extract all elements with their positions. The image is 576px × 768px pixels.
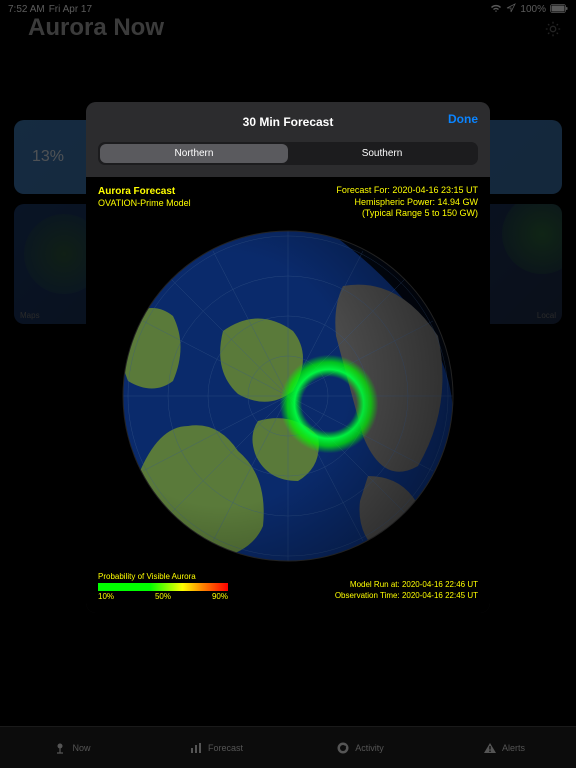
alert-icon <box>483 741 497 755</box>
tab-alerts[interactable]: Alerts <box>432 727 576 768</box>
bars-icon <box>189 741 203 755</box>
prob-50: 50% <box>155 592 171 601</box>
aurora-globe <box>118 226 458 566</box>
typical-range: (Typical Range 5 to 150 GW) <box>336 208 478 220</box>
gauge-icon <box>336 741 350 755</box>
globe-subtitle: OVATION-Prime Model <box>98 198 191 210</box>
model-run: Model Run at: 2020-04-16 22:46 UT <box>335 580 478 590</box>
probability-colorbar <box>98 583 228 591</box>
tab-label: Alerts <box>502 743 525 753</box>
forecast-for: Forecast For: 2020-04-16 23:15 UT <box>336 185 478 197</box>
prob-90: 90% <box>212 592 228 601</box>
globe-title: Aurora Forecast <box>98 185 191 198</box>
hemisphere-segmented-control[interactable]: Northern Southern <box>98 142 478 165</box>
observation-time: Observation Time: 2020-04-16 22:45 UT <box>335 591 478 601</box>
done-button[interactable]: Done <box>448 112 478 126</box>
modal-header: 30 Min Forecast Done Northern Southern <box>86 102 490 177</box>
tab-forecast[interactable]: Forecast <box>144 727 288 768</box>
tab-bar: Now Forecast Activity Alerts <box>0 726 576 768</box>
segment-northern[interactable]: Northern <box>100 144 288 163</box>
probability-legend: Probability of Visible Aurora 10% 50% 90… <box>98 572 228 601</box>
tab-label: Now <box>72 743 90 753</box>
prob-10: 10% <box>98 592 114 601</box>
tab-label: Forecast <box>208 743 243 753</box>
tab-label: Activity <box>355 743 384 753</box>
segment-southern[interactable]: Southern <box>288 144 476 163</box>
pin-icon <box>53 741 67 755</box>
tab-activity[interactable]: Activity <box>288 727 432 768</box>
globe-panel: Aurora Forecast OVATION-Prime Model Fore… <box>86 177 490 613</box>
tab-now[interactable]: Now <box>0 727 144 768</box>
hemispheric-power: Hemispheric Power: 14.94 GW <box>336 197 478 209</box>
modal-title: 30 Min Forecast <box>243 115 334 129</box>
forecast-modal: 30 Min Forecast Done Northern Southern A… <box>86 102 490 613</box>
probability-title: Probability of Visible Aurora <box>98 572 228 581</box>
